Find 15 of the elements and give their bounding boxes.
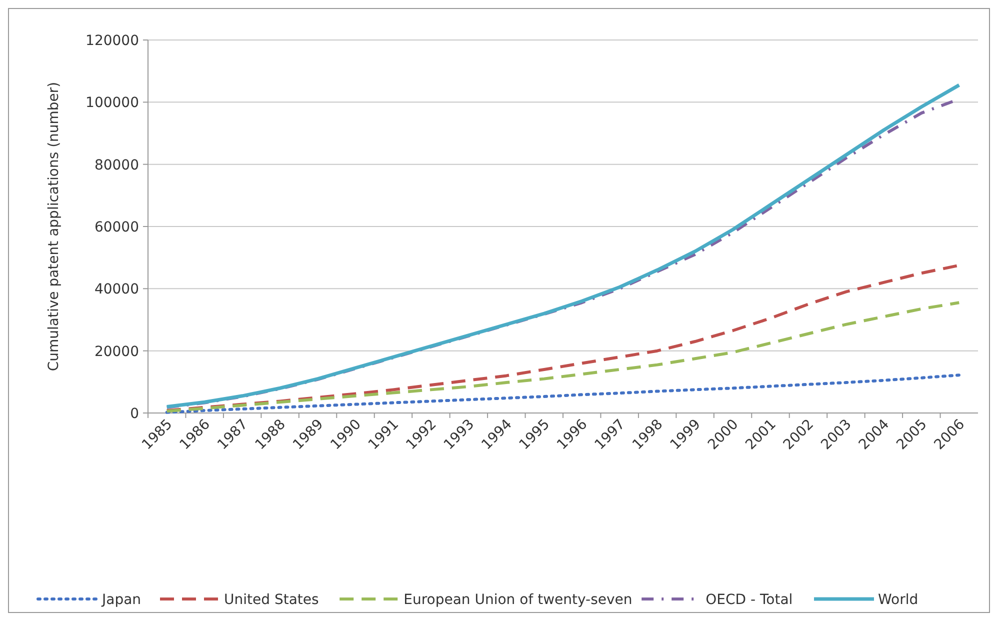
- y-tick-label: 60000: [94, 220, 139, 236]
- y-tick-label: 0: [130, 406, 139, 422]
- y-tick-label: 80000: [94, 157, 139, 174]
- y-tick-label: 120000: [86, 33, 139, 49]
- line-series: [165, 374, 961, 414]
- line-series: [165, 301, 961, 413]
- legend-label: OECD - Total: [706, 592, 793, 608]
- legend-label: United States: [224, 592, 319, 608]
- legend-label: Japan: [101, 592, 142, 608]
- y-tick-label: 20000: [94, 344, 139, 360]
- y-tick-label: 40000: [94, 282, 139, 298]
- legend-label: World: [878, 592, 918, 608]
- y-axis-title: Cumulative patent applications (number): [46, 82, 62, 372]
- y-tick-label: 100000: [86, 95, 139, 112]
- legend-label: European Union of twenty-seven: [404, 592, 632, 608]
